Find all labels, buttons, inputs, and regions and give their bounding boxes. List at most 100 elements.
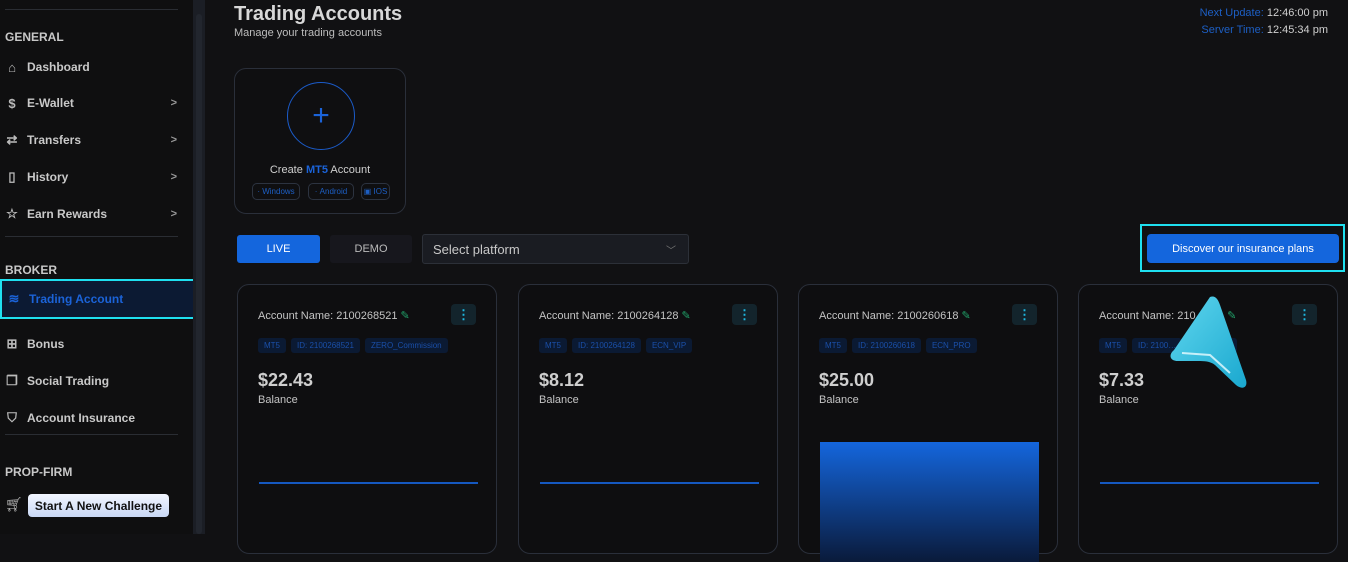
balance-chart-line [1100, 482, 1319, 484]
more-options-button[interactable]: ⋮ [451, 304, 476, 325]
divider [5, 434, 178, 435]
account-card[interactable]: Account Name: 2100260618 ✎ ⋮ MT5 ID: 21002… [798, 284, 1058, 562]
account-name-text: Account Name: 210…611 [1099, 310, 1225, 322]
scrollbar-thumb[interactable] [196, 14, 202, 534]
edit-icon[interactable]: ✎ [961, 310, 971, 322]
platform-label: Windows [262, 187, 295, 196]
insurance-plans-button[interactable]: Discover our insurance plans [1147, 234, 1339, 263]
account-balance: $22.43 [258, 370, 314, 390]
sidebar-scrollbar[interactable] [193, 0, 205, 534]
account-tags: MT5 ID: 2100268521 ZERO_Commission [258, 338, 448, 353]
book-icon: ▯ [8, 169, 16, 184]
balance-label: Balance [819, 394, 859, 406]
sidebar-item-bonus[interactable]: ⊞ Bonus [0, 331, 193, 357]
copy-icon: ❐ [6, 373, 18, 388]
create-prefix: Create [269, 164, 303, 176]
balance-chart-line [259, 482, 478, 484]
account-tag: ID: 2100264128 [572, 338, 641, 353]
platform-label: Android [319, 187, 348, 196]
sidebar-item-label: Social Trading [27, 374, 110, 388]
platform-select[interactable]: Select platform ﹀ [422, 234, 689, 264]
server-time-value: 12:45:34 pm [1266, 24, 1328, 36]
sidebar-item-dashboard[interactable]: ⌂ Dashboard [0, 54, 193, 80]
sidebar-item-label: Dashboard [27, 60, 90, 74]
section-general: GENERAL [5, 30, 64, 44]
live-tab[interactable]: LIVE [237, 235, 320, 263]
account-name: Account Name: 210…611 ✎ [1099, 309, 1236, 322]
cursor-pointer-icon [1170, 296, 1247, 388]
sidebar-item-social-trading[interactable]: ❐ Social Trading [0, 368, 193, 394]
chevron-right-icon: > [170, 134, 177, 146]
account-card[interactable]: Account Name: 2100264128 ✎ ⋮ MT5 ID: 21002… [518, 284, 778, 554]
account-tag: MT5 [819, 338, 847, 353]
create-account-card[interactable]: + Create MT5 Account · Windows · Android… [234, 68, 406, 214]
more-options-button[interactable]: ⋮ [732, 304, 757, 325]
account-name-text: Account Name: 2100264128 [539, 310, 679, 322]
section-broker: BROKER [5, 263, 58, 277]
chevron-right-icon: > [170, 171, 177, 183]
account-name: Account Name: 2100260618 ✎ [819, 309, 971, 322]
account-card[interactable]: Account Name: 2100268521 ✎ ⋮ MT5 ID: 21002… [237, 284, 497, 554]
sidebar-item-label: History [27, 170, 69, 184]
sidebar-item-history[interactable]: ▯ History > [0, 164, 193, 190]
account-tag: ZERO_Commission [364, 338, 448, 353]
sidebar-item-label: E-Wallet [27, 96, 74, 110]
more-options-button[interactable]: ⋮ [1292, 304, 1317, 325]
edit-icon[interactable]: ✎ [681, 310, 691, 322]
account-name: Account Name: 2100264128 ✎ [539, 309, 691, 322]
chevron-right-icon: > [170, 208, 177, 220]
sidebar-item-e-wallet[interactable]: $ E-Wallet > [0, 90, 193, 116]
account-name-text: Account Name: 2100260618 [819, 310, 959, 322]
account-tags: MT5 ID: 2100260618 ECN_PRO [819, 338, 977, 353]
account-name-text: Account Name: 2100268521 [258, 310, 398, 322]
balance-label: Balance [539, 394, 579, 406]
edit-icon[interactable]: ✎ [1227, 310, 1237, 322]
home-icon: ⌂ [8, 59, 16, 75]
server-time-label: Server Time: [1201, 24, 1264, 36]
gift-icon: ⊞ [6, 336, 18, 351]
balance-label: Balance [1099, 394, 1139, 406]
edit-icon[interactable]: ✎ [400, 310, 410, 322]
server-time: Server Time: 12:45:34 pm [1201, 24, 1328, 36]
create-account-label: Create MT5 Account [235, 164, 405, 176]
account-tag: ECN_VIP [645, 338, 693, 353]
account-tags: MT5 ID: 2100264128 ECN_VIP [539, 338, 693, 353]
account-tag: ID: 2100260618 [852, 338, 921, 353]
balance-label: Balance [258, 394, 298, 406]
next-update-label: Next Update: [1199, 7, 1264, 19]
transfer-icon: ⇄ [6, 132, 18, 147]
sidebar-item-account-insurance[interactable]: ⛉ Account Insurance [0, 405, 193, 431]
sidebar-item-label: Account Insurance [27, 411, 136, 425]
demo-tab[interactable]: DEMO [330, 235, 412, 263]
account-balance: $7.33 [1099, 370, 1145, 390]
plus-icon[interactable]: + [287, 82, 355, 150]
page-subtitle: Manage your trading accounts [234, 27, 382, 39]
start-challenge-button[interactable]: Start A New Challenge [28, 494, 169, 517]
divider [5, 9, 178, 10]
more-options-button[interactable]: ⋮ [1012, 304, 1037, 325]
sidebar-item-transfers[interactable]: ⇄ Transfers > [0, 127, 193, 153]
sidebar-item-label: Transfers [27, 133, 82, 147]
page-title: Trading Accounts [234, 3, 403, 25]
sidebar-item-label: Trading Account [29, 292, 124, 306]
account-balance: $8.12 [539, 370, 585, 390]
sidebar-item-earn-rewards[interactable]: ☆ Earn Rewards > [0, 201, 193, 227]
balance-chart-bar [820, 442, 1039, 562]
platform-select-value: Select platform [433, 241, 520, 257]
account-tag: MT5 [539, 338, 567, 353]
shield-user-icon: ⛉ [7, 410, 17, 425]
create-platform: MT5 [305, 164, 328, 176]
sidebar: GENERAL ⌂ Dashboard $ E-Wallet > ⇄ Transfers… [0, 0, 197, 534]
platform-windows[interactable]: · Windows [252, 183, 300, 200]
platform-ios[interactable]: ▣ IOS [361, 183, 390, 200]
chevron-down-icon: ﹀ [666, 245, 676, 257]
account-tag: MT5 [1099, 338, 1127, 353]
chevron-right-icon: > [170, 97, 177, 109]
platform-android[interactable]: · Android [308, 183, 354, 200]
account-name: Account Name: 2100268521 ✎ [258, 309, 410, 322]
sidebar-item-trading-account[interactable]: ≋ Trading Account [0, 279, 197, 319]
layers-icon: ≋ [8, 291, 20, 306]
dollar-icon: $ [8, 95, 16, 111]
next-update-value: 12:46:00 pm [1266, 7, 1328, 19]
account-tag: MT5 [258, 338, 286, 353]
